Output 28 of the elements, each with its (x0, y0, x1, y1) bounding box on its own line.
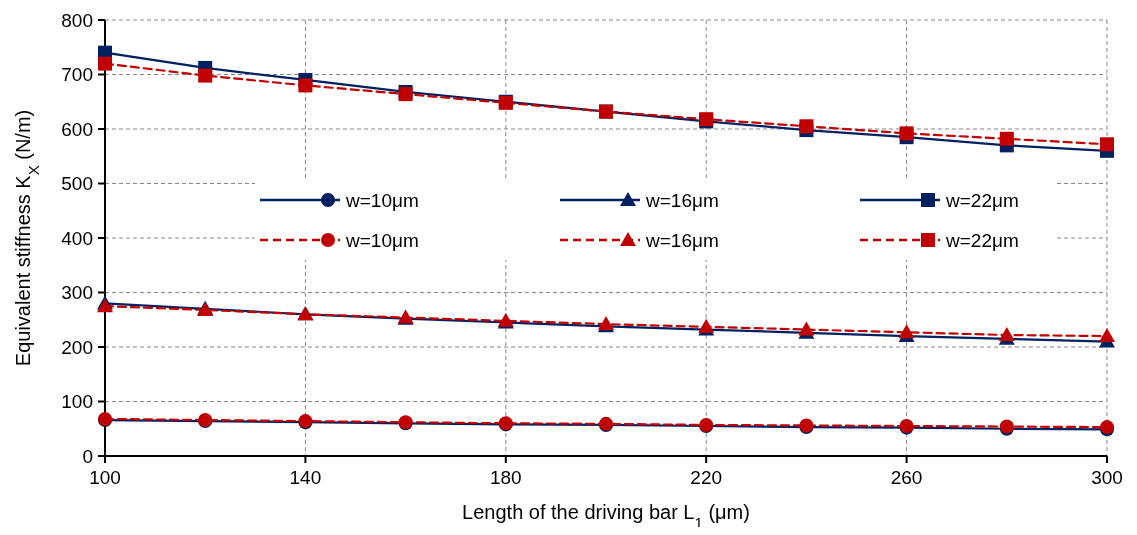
legend-label: w=10μm (345, 229, 419, 251)
x-tick-label: 300 (1091, 467, 1123, 488)
legend-label: w=16μm (645, 229, 719, 251)
x-tick-label: 140 (289, 467, 322, 488)
y-tick-label: 0 (82, 445, 93, 467)
x-tick-label: 180 (489, 467, 522, 488)
legend-label: w=10μm (345, 189, 419, 211)
x-tick-label: 260 (890, 467, 923, 488)
legend-label: w=16μm (645, 189, 719, 211)
y-tick-label: 500 (61, 173, 93, 195)
legend-label: w=22μm (945, 189, 1019, 211)
x-axis-title: Length of the driving bar L$_{1}$ (μm) (462, 501, 750, 531)
legend-item: w=16μm (560, 189, 719, 211)
y-tick-label: 100 (61, 391, 93, 413)
legend-item: w=22μm (860, 229, 1019, 251)
x-tick-label: 220 (690, 467, 723, 488)
y-tick-label: 700 (61, 64, 93, 86)
y-tick-label: 600 (61, 118, 93, 140)
legend-item: w=10μm (260, 189, 419, 211)
legend-label: w=22μm (945, 229, 1019, 251)
y-tick-label: 300 (61, 282, 93, 304)
y-tick-label: 400 (61, 227, 93, 249)
legend-item: w=10μm (260, 229, 419, 251)
y-tick-label: 200 (61, 336, 93, 358)
x-tick-label: 100 (89, 467, 121, 488)
y-tick-label: 800 (61, 9, 93, 31)
legend-item: w=22μm (860, 189, 1019, 211)
legend-item: w=16μm (560, 229, 719, 251)
